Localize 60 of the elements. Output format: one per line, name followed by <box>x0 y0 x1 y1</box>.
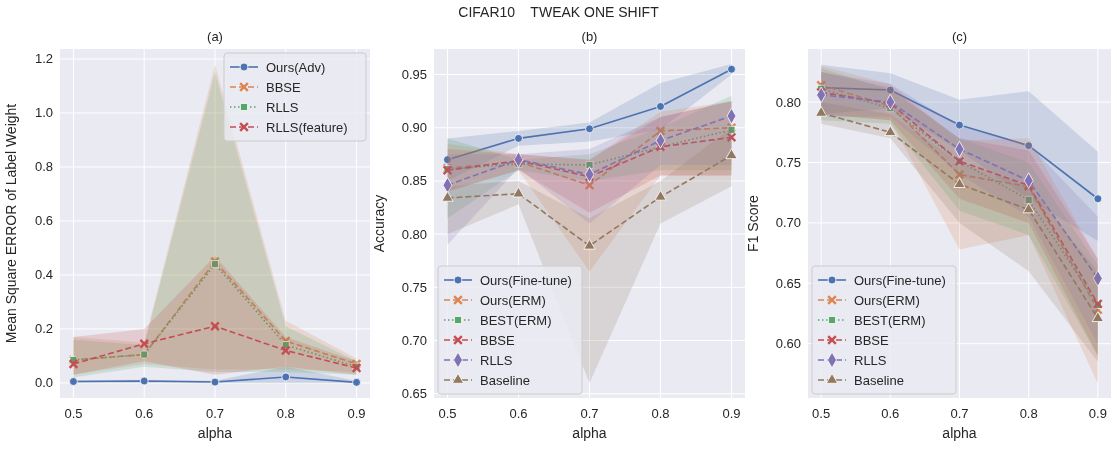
x-tick-label: 0.9 <box>1088 406 1107 421</box>
y-tick-label: 0.90 <box>401 120 427 136</box>
x-tick-label: 0.7 <box>950 406 969 421</box>
y-tick-label: 0.65 <box>775 275 801 291</box>
y-tick-label: 0.80 <box>401 226 427 242</box>
x-tick-label: 0.5 <box>812 406 831 421</box>
y-tick-label: 0.65 <box>401 386 427 402</box>
legend-label: RLLS(feature) <box>266 119 348 135</box>
legend-label: BBSE <box>854 332 890 348</box>
y-tick-label: 0.0 <box>34 375 53 391</box>
x-tick-label: 0.5 <box>64 406 83 421</box>
chart-title: (c) <box>951 29 968 44</box>
chart-subtitle: (b) <box>581 29 598 44</box>
y-tick-label: 0.6 <box>34 213 53 229</box>
legend-label: RLLS <box>854 352 887 368</box>
x-tick-label: 0.8 <box>651 406 670 421</box>
x-tick-label: 0.7 <box>205 406 225 421</box>
legend-label: BEST(ERM) <box>480 312 552 328</box>
x-tick-label: 0.6 <box>509 406 528 421</box>
y-tick-label: 0.75 <box>775 155 801 171</box>
y-tick-label: 0.70 <box>775 215 801 231</box>
x-tick-label: 0.9 <box>722 406 741 421</box>
legend-label: Ours(Adv) <box>266 59 326 75</box>
x-tick-label: 0.7 <box>580 406 599 421</box>
x-tick-label: 0.6 <box>881 406 900 421</box>
legend-label: BBSE <box>266 79 302 95</box>
y-tick-label: 0.4 <box>34 267 53 283</box>
legend-label: Baseline <box>480 372 530 388</box>
x-tick-label: 0.5 <box>438 406 457 421</box>
legend-label: Ours(ERM) <box>854 292 920 308</box>
y-axis-title: F1 Score <box>745 194 761 252</box>
y-tick-label: 1.2 <box>34 51 53 67</box>
y-tick-label: 0.95 <box>401 67 427 83</box>
y-tick-label: 0.85 <box>401 173 427 189</box>
y-tick-label: 0.2 <box>34 321 53 337</box>
x-axis-title: alpha <box>942 425 977 441</box>
legend-label: RLLS <box>480 352 513 368</box>
y-axis-title: Mean Square ERROR of Label Weight <box>3 103 19 344</box>
chart-title: (a) <box>207 29 223 44</box>
x-tick-label: 0.9 <box>347 406 366 421</box>
x-tick-label: 0.8 <box>1019 406 1038 421</box>
legend-label: Ours(Fine-tune) <box>480 272 572 288</box>
x-axis-title: alpha <box>572 425 607 441</box>
legend-label: Ours(ERM) <box>480 292 546 308</box>
y-tick-label: 0.60 <box>775 336 801 352</box>
y-tick-label: 0.75 <box>401 279 427 295</box>
legend-label: Baseline <box>854 372 904 388</box>
x-tick-label: 0.6 <box>135 406 154 421</box>
y-axis-title: Accuracy <box>371 194 387 253</box>
legend-label: BBSE <box>480 332 516 348</box>
chart-title: CIFAR10 TWEAK ONE SHIFT <box>458 4 660 20</box>
y-tick-label: 0.8 <box>34 159 53 175</box>
legend-label: Ours(Fine-tune) <box>854 272 946 288</box>
y-tick-label: 1.0 <box>34 105 53 121</box>
x-axis-title: alpha <box>197 425 233 441</box>
legend-label: RLLS <box>266 99 299 115</box>
legend-label: BEST(ERM) <box>854 312 926 328</box>
x-tick-label: 0.8 <box>276 406 295 421</box>
y-tick-label: 0.70 <box>401 333 427 349</box>
y-tick-label: 0.80 <box>775 94 801 110</box>
